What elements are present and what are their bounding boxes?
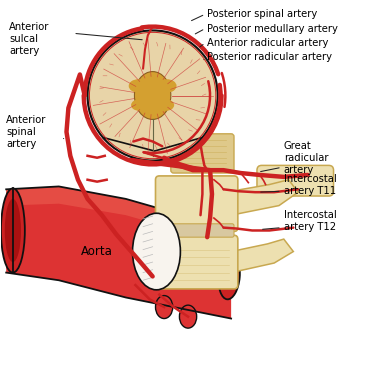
- FancyBboxPatch shape: [156, 176, 238, 232]
- Polygon shape: [6, 187, 231, 319]
- Text: Posterior medullary artery: Posterior medullary artery: [207, 23, 338, 33]
- Text: Aorta: Aorta: [81, 245, 113, 258]
- Ellipse shape: [131, 99, 148, 111]
- FancyBboxPatch shape: [171, 134, 234, 173]
- Ellipse shape: [158, 99, 174, 111]
- Ellipse shape: [179, 305, 197, 328]
- FancyBboxPatch shape: [160, 224, 234, 237]
- Polygon shape: [231, 180, 298, 215]
- Text: Great
radicular
artery: Great radicular artery: [284, 141, 328, 175]
- Ellipse shape: [132, 213, 181, 290]
- Ellipse shape: [1, 189, 25, 273]
- Text: Intercostal
artery T12: Intercostal artery T12: [284, 210, 337, 232]
- Ellipse shape: [5, 199, 21, 262]
- Circle shape: [88, 30, 218, 161]
- Text: Anterior radicular artery: Anterior radicular artery: [207, 38, 328, 48]
- FancyBboxPatch shape: [159, 235, 238, 289]
- Text: Intercostal
artery T11: Intercostal artery T11: [284, 174, 337, 195]
- Polygon shape: [231, 239, 293, 273]
- Ellipse shape: [157, 79, 177, 93]
- Polygon shape: [6, 187, 231, 252]
- Text: Posterior radicular artery: Posterior radicular artery: [207, 52, 332, 62]
- Text: Anterior
sulcal
artery: Anterior sulcal artery: [9, 22, 50, 56]
- Text: Anterior
spinal
artery: Anterior spinal artery: [6, 115, 47, 149]
- Ellipse shape: [129, 79, 148, 93]
- Ellipse shape: [156, 296, 173, 319]
- FancyBboxPatch shape: [257, 166, 334, 196]
- Text: Posterior spinal artery: Posterior spinal artery: [207, 9, 317, 19]
- Ellipse shape: [218, 253, 240, 300]
- Ellipse shape: [134, 71, 171, 119]
